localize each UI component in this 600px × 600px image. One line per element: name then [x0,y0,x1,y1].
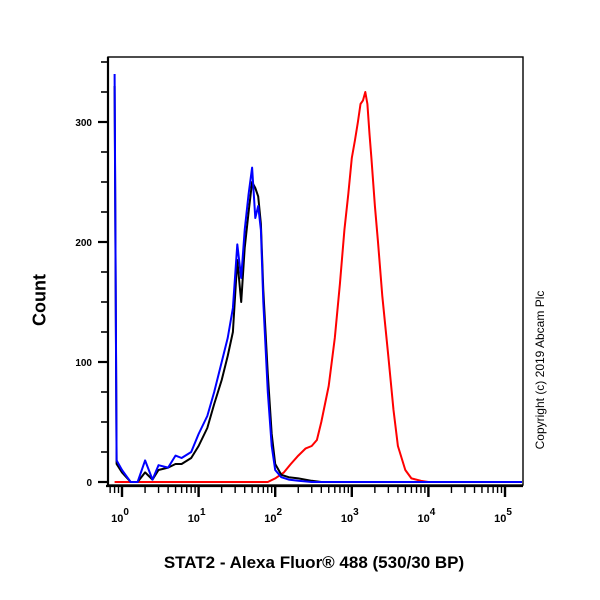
x-tick-label: 105 [494,507,512,525]
x-tick-label: 101 [188,507,206,525]
x-tick-label: 104 [417,507,435,525]
x-axis-ticks: 100 101 102 103 104 105 [109,486,512,525]
x-tick-label: 100 [111,507,129,525]
histogram-series [113,73,522,483]
histogram-line-blue [113,73,522,483]
histogram-line-red [114,91,522,483]
y-axis-ticks: 0 100 200 300 [75,61,108,489]
copyright-notice: Copyright (c) 2019 Abcam Plc [533,290,547,450]
y-axis-label: Count [29,274,50,326]
y-tick-label: 0 [86,478,92,489]
x-axis-label: STAT2 - Alexa Fluor® 488 (530/30 BP) [163,553,465,572]
x-tick-label: 102 [264,507,282,525]
x-tick-label: 103 [341,507,359,525]
y-tick-label: 200 [75,238,92,249]
y-tick-label: 100 [75,358,92,369]
y-tick-label: 300 [75,118,92,129]
plot-frame [107,56,524,486]
histogram-line-black [113,85,522,483]
